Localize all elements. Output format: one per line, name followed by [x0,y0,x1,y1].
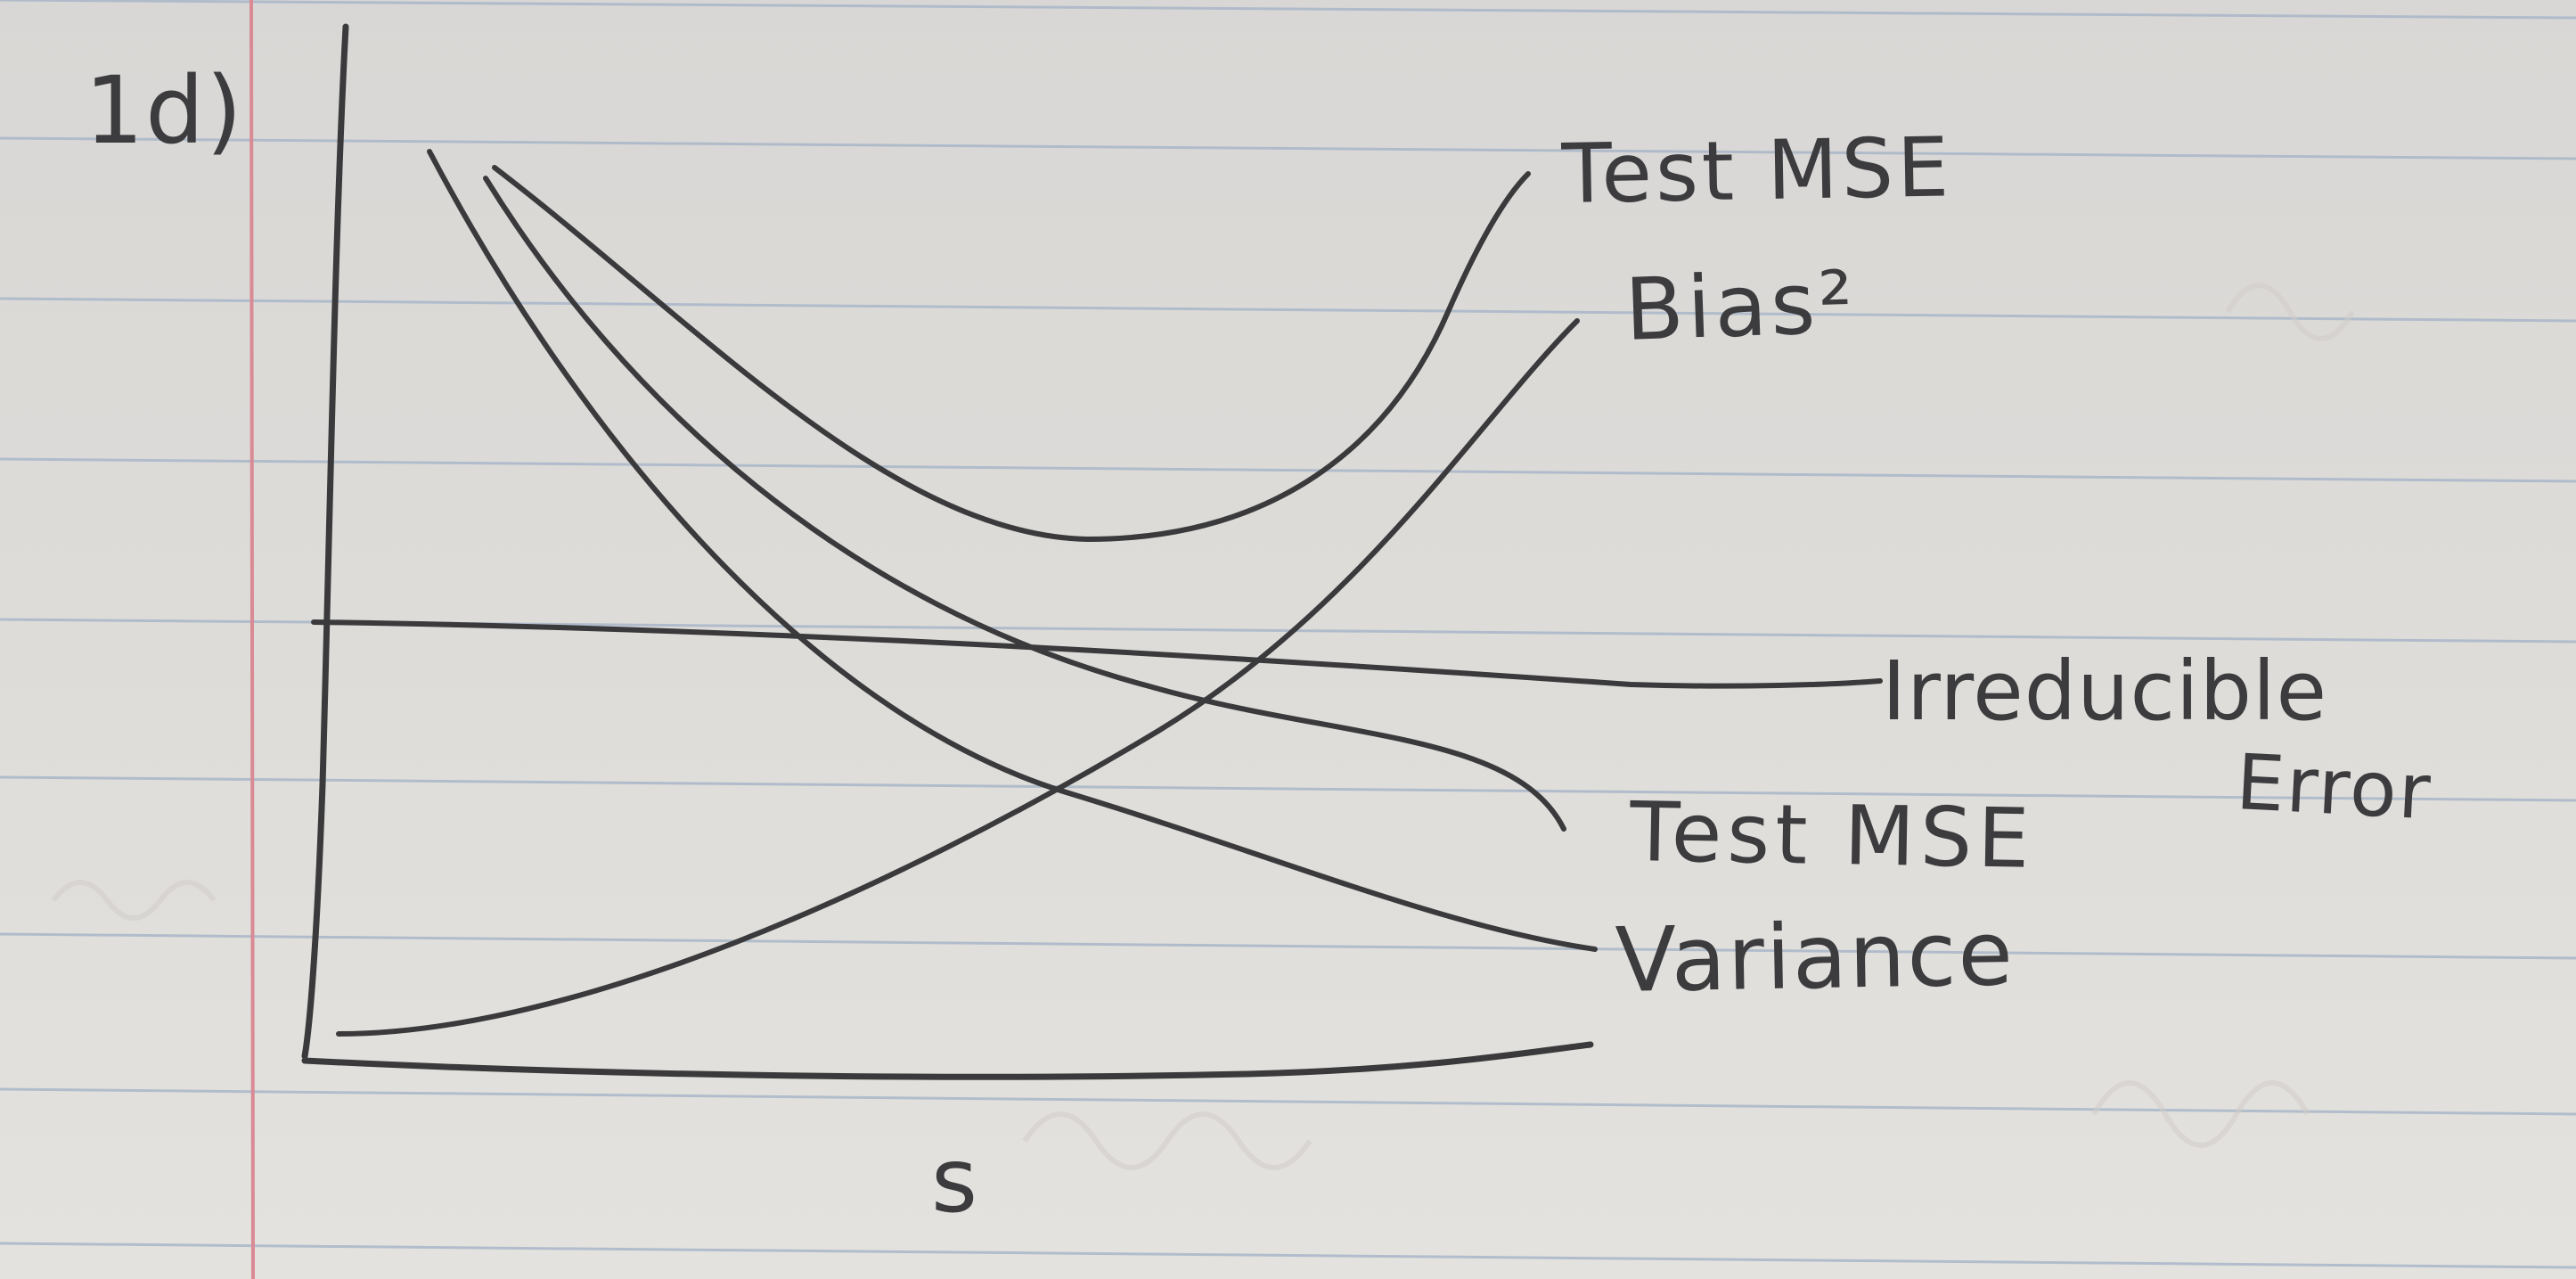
ghost-stroke [2091,1080,2310,1148]
ghost-writing [51,283,2355,1170]
rule-line [0,775,2576,802]
rule-line [0,932,2576,960]
rule-line [0,297,2576,323]
ghost-stroke [51,880,217,921]
x-axis-label: s [931,1128,978,1233]
curve-bias-squared [336,318,1580,1037]
curve-label-test-mse-upper: Test MSE [1560,119,1953,222]
x-axis [301,1041,1594,1080]
curve-label-error: Error [2234,738,2434,838]
curve-label-variance: Variance [1614,901,2016,1013]
problem-label: 1d) [85,56,244,165]
curve-label-bias-squared: Bias² [1623,251,1859,360]
ghost-stroke [1022,1111,1313,1170]
curve-test-mse-lower [483,176,1566,832]
rule-line [0,457,2576,483]
y-axis [301,23,349,1060]
curve-label-test-mse-lower: Test MSE [1629,784,2036,887]
rule-line [0,0,2576,20]
rule-line [0,1242,2576,1269]
rule-line [0,136,2576,160]
curve-label-irreducible: Irreducible [1882,644,2328,739]
sketch [301,23,1883,1080]
curve-test-mse-upper [492,165,1531,542]
margin-line [249,0,255,1279]
curve-variance [427,149,1598,952]
curve-irreducible-error [311,619,1883,689]
rule-line [0,1087,2576,1116]
ghost-stroke [2225,283,2355,341]
